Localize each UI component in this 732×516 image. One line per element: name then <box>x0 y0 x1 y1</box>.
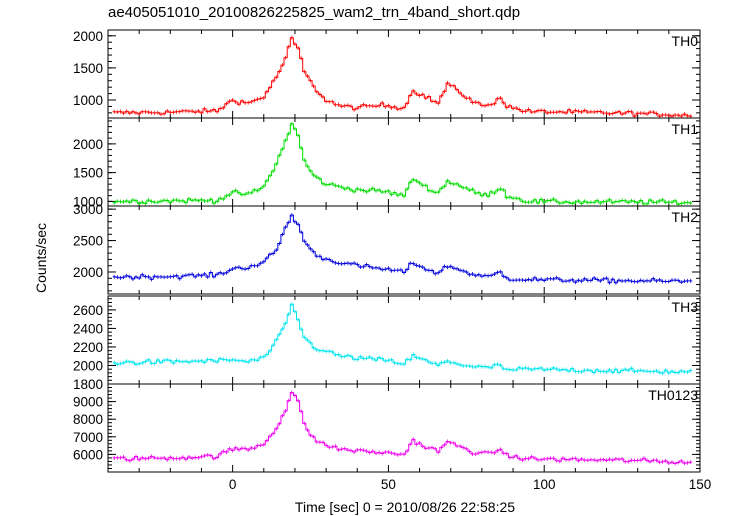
y-tick-label: 2000 <box>73 29 103 44</box>
y-tick-label: 2600 <box>73 303 103 318</box>
panel-label: TH0 <box>672 33 699 49</box>
y-tick-label: 2000 <box>73 265 103 280</box>
y-tick-label: 8000 <box>73 412 103 427</box>
panel-th1: 1000 1500 2000 TH1 <box>73 117 701 209</box>
panel-th2: 2000 2500 3000 TH2 <box>73 202 701 295</box>
y-tick-label: 1500 <box>73 61 103 76</box>
panel-label: TH1 <box>672 121 699 137</box>
x-tick-label: 100 <box>533 477 556 492</box>
panel-label: TH0123 <box>648 387 698 403</box>
x-tick-label: 150 <box>689 477 712 492</box>
panel-label: TH3 <box>672 299 699 315</box>
x-tick-label: 0 <box>229 477 237 492</box>
y-tick-label: 2000 <box>73 137 103 152</box>
series-line <box>112 37 693 117</box>
x-tick-label: 50 <box>381 477 396 492</box>
y-axis-title: Counts/sec <box>33 223 49 293</box>
panel-label: TH2 <box>672 209 699 225</box>
panel-frame <box>107 383 701 473</box>
series-error-bars <box>113 213 692 285</box>
y-tick-label: 6000 <box>73 447 103 462</box>
series-line <box>112 214 693 284</box>
y-tick-label: 1000 <box>73 93 103 108</box>
chart-title: ae405051010_20100826225825_wam2_trn_4ban… <box>108 4 520 21</box>
y-tick-label: 2500 <box>73 234 103 249</box>
y-tick-label: 2000 <box>73 358 103 373</box>
y-tick-label: 9000 <box>73 395 103 410</box>
series-line <box>112 392 693 464</box>
series-line <box>112 303 693 374</box>
panel-th0123: 6000 7000 8000 9000 TH0123 <box>73 383 701 473</box>
panel-frame <box>107 117 701 207</box>
y-tick-label: 1500 <box>73 166 103 181</box>
x-axis-title: Time [sec] 0 = 2010/08/26 22:58:25 <box>295 499 515 515</box>
y-tick-label: 2200 <box>73 340 103 355</box>
y-tick-label: 2400 <box>73 321 103 336</box>
y-tick-label: 1000 <box>73 194 103 209</box>
series-error-bars <box>113 35 692 118</box>
series-line <box>112 123 693 205</box>
panel-th3: 1800 2000 2200 2400 2600 TH3 <box>73 295 701 392</box>
y-tick-label: 1800 <box>73 377 103 392</box>
panel-frame <box>107 205 701 295</box>
y-tick-label: 3000 <box>73 202 103 217</box>
y-tick-label: 7000 <box>73 430 103 445</box>
panel-frame <box>107 29 701 119</box>
panel-th0: 1000 1500 2000 TH0 <box>73 29 701 119</box>
